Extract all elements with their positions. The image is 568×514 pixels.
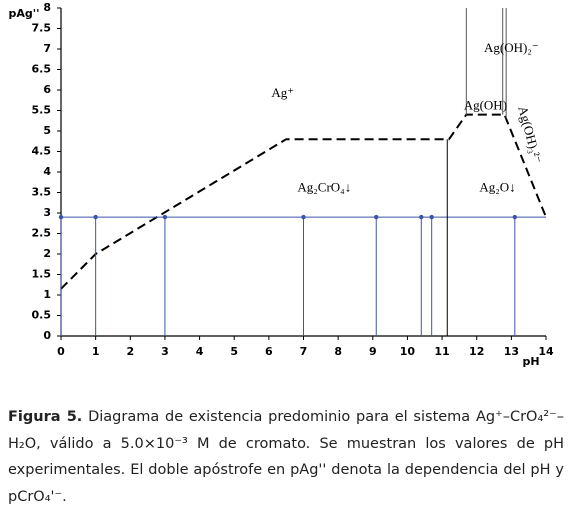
chart: pAg'' pH 0 0.5 1 1.5 2 2.5 3 3.5 4 4.5 5 5.5 6 6.5 7 7.… (9, 1, 554, 368)
y-tick-label: 7 (43, 42, 51, 55)
x-tick-label: 11 (434, 345, 449, 358)
y-tick-label: 3 (43, 206, 51, 219)
data-point (162, 214, 168, 220)
annotation: Ag(OH)₃²⁻ (515, 104, 545, 165)
x-tick-label: 8 (334, 345, 342, 358)
x-axis-label: pH (522, 355, 539, 368)
data-point (93, 214, 98, 220)
caption-text: Diagrama de existencia predominio para e… (8, 409, 564, 505)
x-tick-label: 0 (57, 345, 65, 358)
x-tick-label: 10 (400, 345, 416, 358)
x-tick-label: 12 (469, 345, 484, 358)
y-tick-label: 7.5 (32, 22, 52, 35)
x-tick-label: 14 (538, 345, 554, 358)
annotation: Ag⁺ (271, 85, 294, 100)
x-tick-label: 5 (230, 345, 238, 358)
y-tick-label: 5.5 (32, 104, 52, 117)
annotation: Ag₂CrO₄↓ (297, 179, 351, 194)
y-tick-label: 0.5 (32, 309, 52, 322)
data-point (429, 214, 434, 220)
y-tick-label: 5 (43, 124, 51, 137)
y-tick-label: 6.5 (32, 63, 52, 76)
y-tick-label: 4.5 (32, 145, 52, 158)
y-tick-label: 3.5 (32, 186, 52, 199)
data-point (374, 214, 379, 220)
x-tick-label: 6 (265, 345, 273, 358)
x-tick-label: 4 (196, 345, 204, 358)
x-tick-label: 1 (92, 345, 100, 358)
y-axis-label: pAg'' (9, 7, 40, 20)
y-tick-label: 4 (43, 165, 51, 178)
data-point (301, 214, 306, 220)
y-tick-label: 6 (43, 83, 51, 96)
y-tick-label: 1 (43, 288, 51, 301)
caption-label: Figura 5. (8, 409, 83, 425)
annotation: Ag(OH)₂⁻ (484, 40, 539, 55)
x-tick-label: 3 (161, 345, 169, 358)
y-tick-label: 0 (43, 329, 51, 342)
data-point (58, 214, 64, 220)
data-point (512, 214, 518, 220)
x-tick-label: 13 (504, 345, 519, 358)
annotation: Ag₂O↓ (479, 179, 515, 194)
caption: Figura 5. Diagrama de existencia predomi… (8, 404, 564, 510)
annotation: Ag(OH) (464, 97, 507, 112)
data-point (419, 214, 424, 220)
y-tick-label: 2 (43, 247, 51, 260)
x-tick-label: 2 (126, 345, 134, 358)
x-tick-label: 9 (369, 345, 377, 358)
y-tick-label: 1.5 (32, 268, 52, 281)
x-tick-label: 7 (300, 345, 308, 358)
y-tick-label: 8 (43, 1, 51, 14)
y-tick-label: 2.5 (32, 227, 52, 240)
